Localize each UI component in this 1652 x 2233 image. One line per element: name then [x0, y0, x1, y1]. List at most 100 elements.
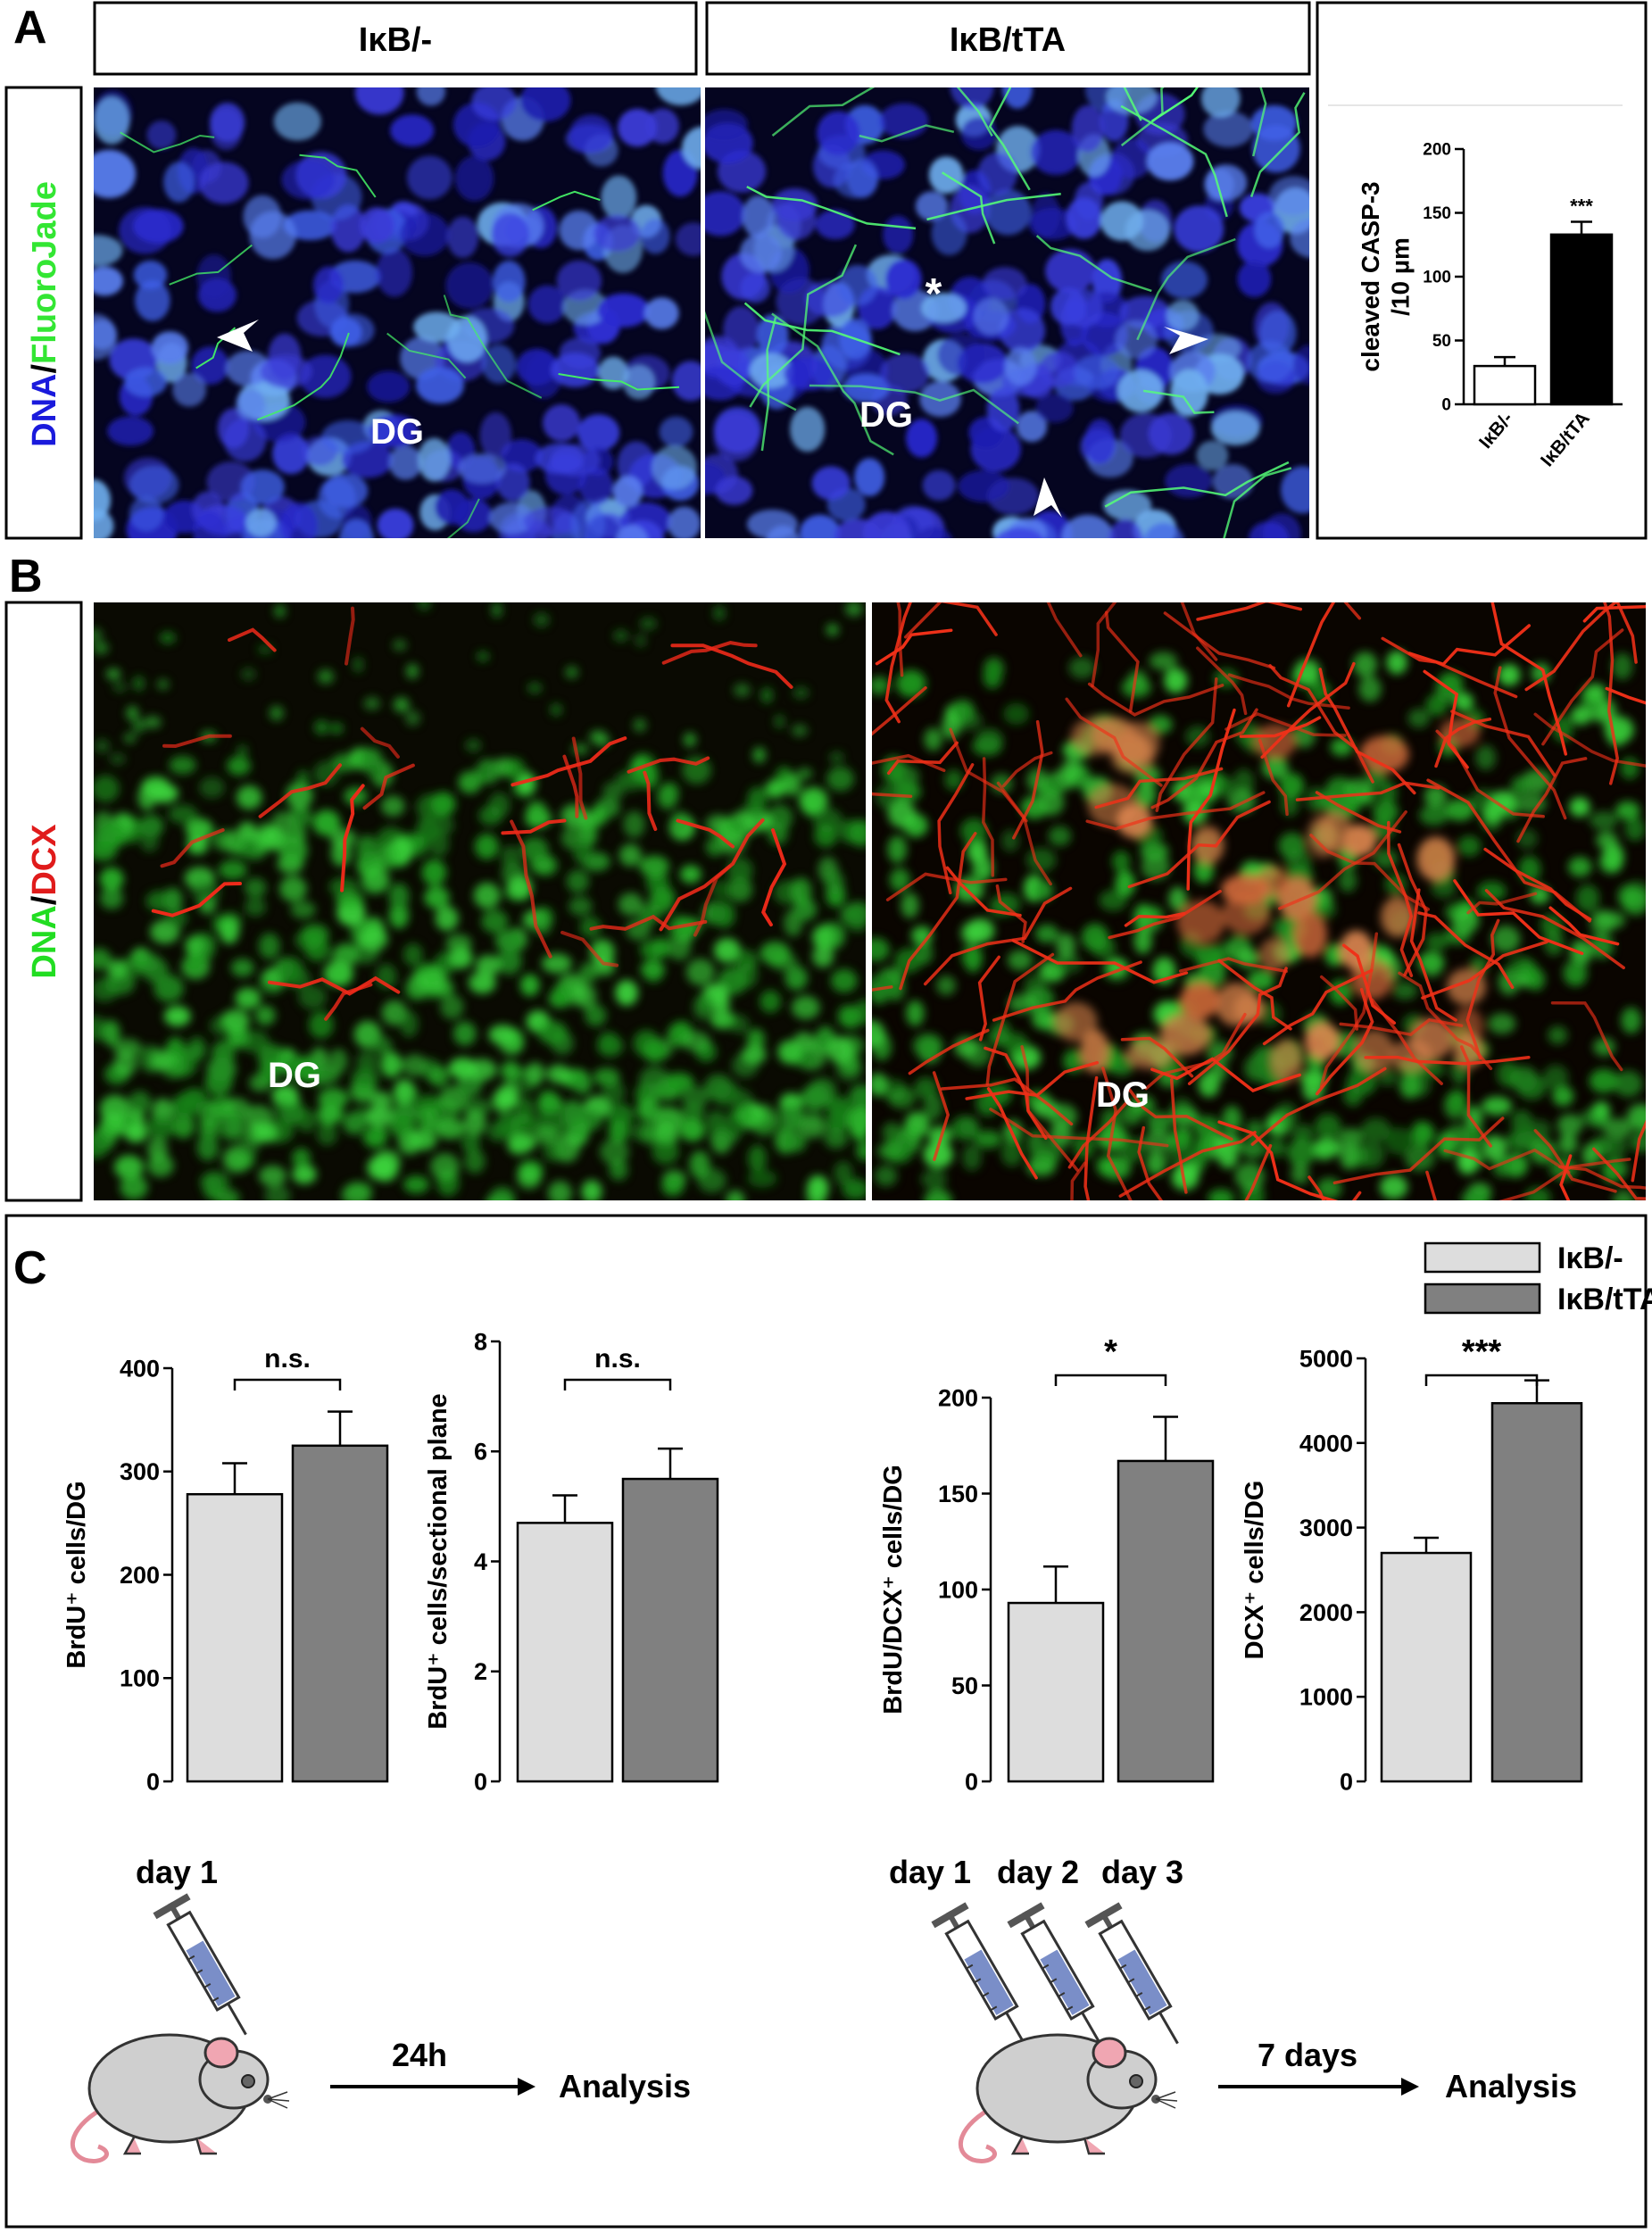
y-tick-label: 100 [938, 1576, 978, 1603]
y-tick-label: 200 [1423, 141, 1451, 160]
legend-swatch-control [1424, 1241, 1541, 1274]
bar [1380, 1551, 1473, 1783]
significance-bracket [1054, 1374, 1167, 1386]
region-label-dg: DG [859, 395, 913, 435]
y-tick-label: 200 [120, 1562, 160, 1589]
significance-label: * [1104, 1333, 1117, 1371]
y-axis-label-line: cleaved CASP-3 [1357, 181, 1384, 371]
legend: IκB/- IκB/tTA [1424, 1241, 1652, 1316]
y-tick-label: 150 [938, 1481, 978, 1507]
region-label-dg: DG [1096, 1075, 1150, 1115]
stain-label-b-marker: DCX [26, 824, 63, 896]
stain-label-a-sep: / [26, 364, 63, 374]
protocol-schematic-right: day 1 day 2 day 3 [889, 1854, 1577, 2163]
panel-c-letter: C [13, 1242, 47, 1294]
stain-label-b-dna: DNA [26, 905, 63, 978]
significance-label: *** [1570, 195, 1593, 218]
bar [1473, 364, 1537, 406]
y-tick-label: 0 [1441, 396, 1451, 415]
bar [621, 1477, 719, 1783]
genotype-header-left-box [93, 1, 698, 76]
syringe-icon [1084, 1902, 1179, 2045]
significance-label: n.s. [264, 1344, 311, 1374]
micrograph-a-treated: DG * [705, 87, 1309, 538]
stain-label-a: DNA/FluoroJade [26, 181, 63, 447]
arrowhead-marker [217, 320, 259, 352]
y-tick-label: 2 [474, 1658, 487, 1685]
stain-label-a-marker: FluoroJade [26, 181, 63, 364]
arrowhead-marker [1034, 477, 1062, 518]
region-label-dg: DG [268, 1056, 321, 1095]
bar [186, 1492, 284, 1783]
y-axis-label: BrdU⁺ cells/DG [62, 1481, 91, 1668]
bar [1007, 1601, 1105, 1783]
legend-label-control: IκB/- [1557, 1241, 1623, 1275]
bar [1549, 233, 1614, 406]
bar [291, 1444, 389, 1783]
legend-swatch-treated [1424, 1283, 1541, 1315]
syringe-icon [153, 1893, 247, 2036]
syringe-icon [1007, 1902, 1101, 2045]
panel-a-letter: A [13, 2, 47, 54]
y-tick-label: 1000 [1299, 1684, 1353, 1711]
y-axis-label: cleaved CASP-3/10 µm [1357, 181, 1415, 371]
significance-label: *** [1462, 1333, 1502, 1371]
protocol-day-label: day 3 [1101, 1854, 1183, 1890]
genotype-header-right: IκB/tTA [950, 21, 1066, 59]
y-axis-label: DCX⁺ cells/DG [1241, 1481, 1269, 1660]
genotype-header-left: IκB/- [359, 21, 432, 59]
stain-label-box-b [4, 601, 83, 1202]
y-tick-label: 150 [1423, 204, 1451, 223]
bar-chart-brdu-cells-dg: 0 100 200 300 400 BrdU⁺ cells/DG n.s. [62, 1344, 389, 1795]
bar [516, 1522, 614, 1783]
mouse-icon [958, 2033, 1178, 2163]
stain-label-b-sep: / [26, 895, 63, 905]
timeline-arrowhead [1401, 2078, 1419, 2096]
arrowhead-marker [1164, 327, 1208, 354]
stain-label-a-dna: DNA [26, 374, 63, 447]
y-tick-label: 5000 [1299, 1345, 1353, 1372]
y-tick-label: 100 [1423, 269, 1451, 287]
stain-label-box-a [4, 86, 83, 540]
y-tick-label: 0 [146, 1768, 160, 1795]
y-tick-label: 4 [474, 1548, 487, 1575]
y-tick-label: 0 [965, 1768, 978, 1795]
significance-bracket [1424, 1374, 1539, 1386]
protocol-day-label: day 1 [889, 1854, 971, 1890]
timeline-arrowhead [518, 2078, 535, 2096]
protocol-endpoint-label: Analysis [1445, 2068, 1577, 2104]
y-tick-label: 50 [951, 1673, 978, 1699]
mouse-icon [70, 2033, 290, 2163]
protocol-interval-label: 24h [392, 2037, 447, 2073]
y-axis-label: BrdU/DCX⁺ cells/DG [879, 1465, 908, 1714]
y-tick-label: 100 [120, 1665, 160, 1692]
y-tick-label: 400 [120, 1355, 160, 1382]
stain-label-b: DNA/DCX [26, 824, 63, 979]
y-tick-label: 3000 [1299, 1515, 1353, 1541]
legend-label-treated: IκB/tTA [1557, 1283, 1652, 1316]
y-tick-label: 2000 [1299, 1599, 1353, 1626]
protocol-schematic-left: day 1 24h Analysis [70, 1854, 691, 2163]
micrograph-b-control: DG [94, 602, 866, 1200]
bar-chart-brdu-sectional-plane: 0 2 4 6 8 BrdU⁺ cells/sectional plane n.s. [424, 1328, 719, 1795]
bar [1490, 1401, 1583, 1783]
y-axis-label: BrdU⁺ cells/sectional plane [424, 1393, 452, 1729]
significance-label: n.s. [594, 1344, 641, 1374]
protocol-day-label: day 2 [997, 1854, 1079, 1890]
y-tick-label: 300 [120, 1458, 160, 1485]
bar-chart-brdu-dcx-cells-dg: 0 50 100 150 200 BrdU/DCX⁺ cells/DG * [879, 1333, 1215, 1795]
y-tick-label: 0 [1340, 1768, 1353, 1795]
syringe-icon [931, 1902, 1025, 2045]
bar-chart-dcx-cells-dg: 0 1000 2000 3000 4000 5000 DCX⁺ cells/DG *** [1241, 1333, 1583, 1795]
y-tick-label: 0 [474, 1768, 487, 1795]
y-tick-label: 4000 [1299, 1430, 1353, 1457]
y-tick-label: 50 [1432, 332, 1451, 351]
asterisk-marker: * [926, 270, 942, 318]
region-label-dg: DG [370, 412, 424, 452]
y-tick-label: 200 [938, 1384, 978, 1411]
significance-bracket [233, 1378, 342, 1390]
micrograph-a-control: DG [94, 87, 701, 538]
y-axis-label-line: /10 µm [1387, 237, 1415, 316]
